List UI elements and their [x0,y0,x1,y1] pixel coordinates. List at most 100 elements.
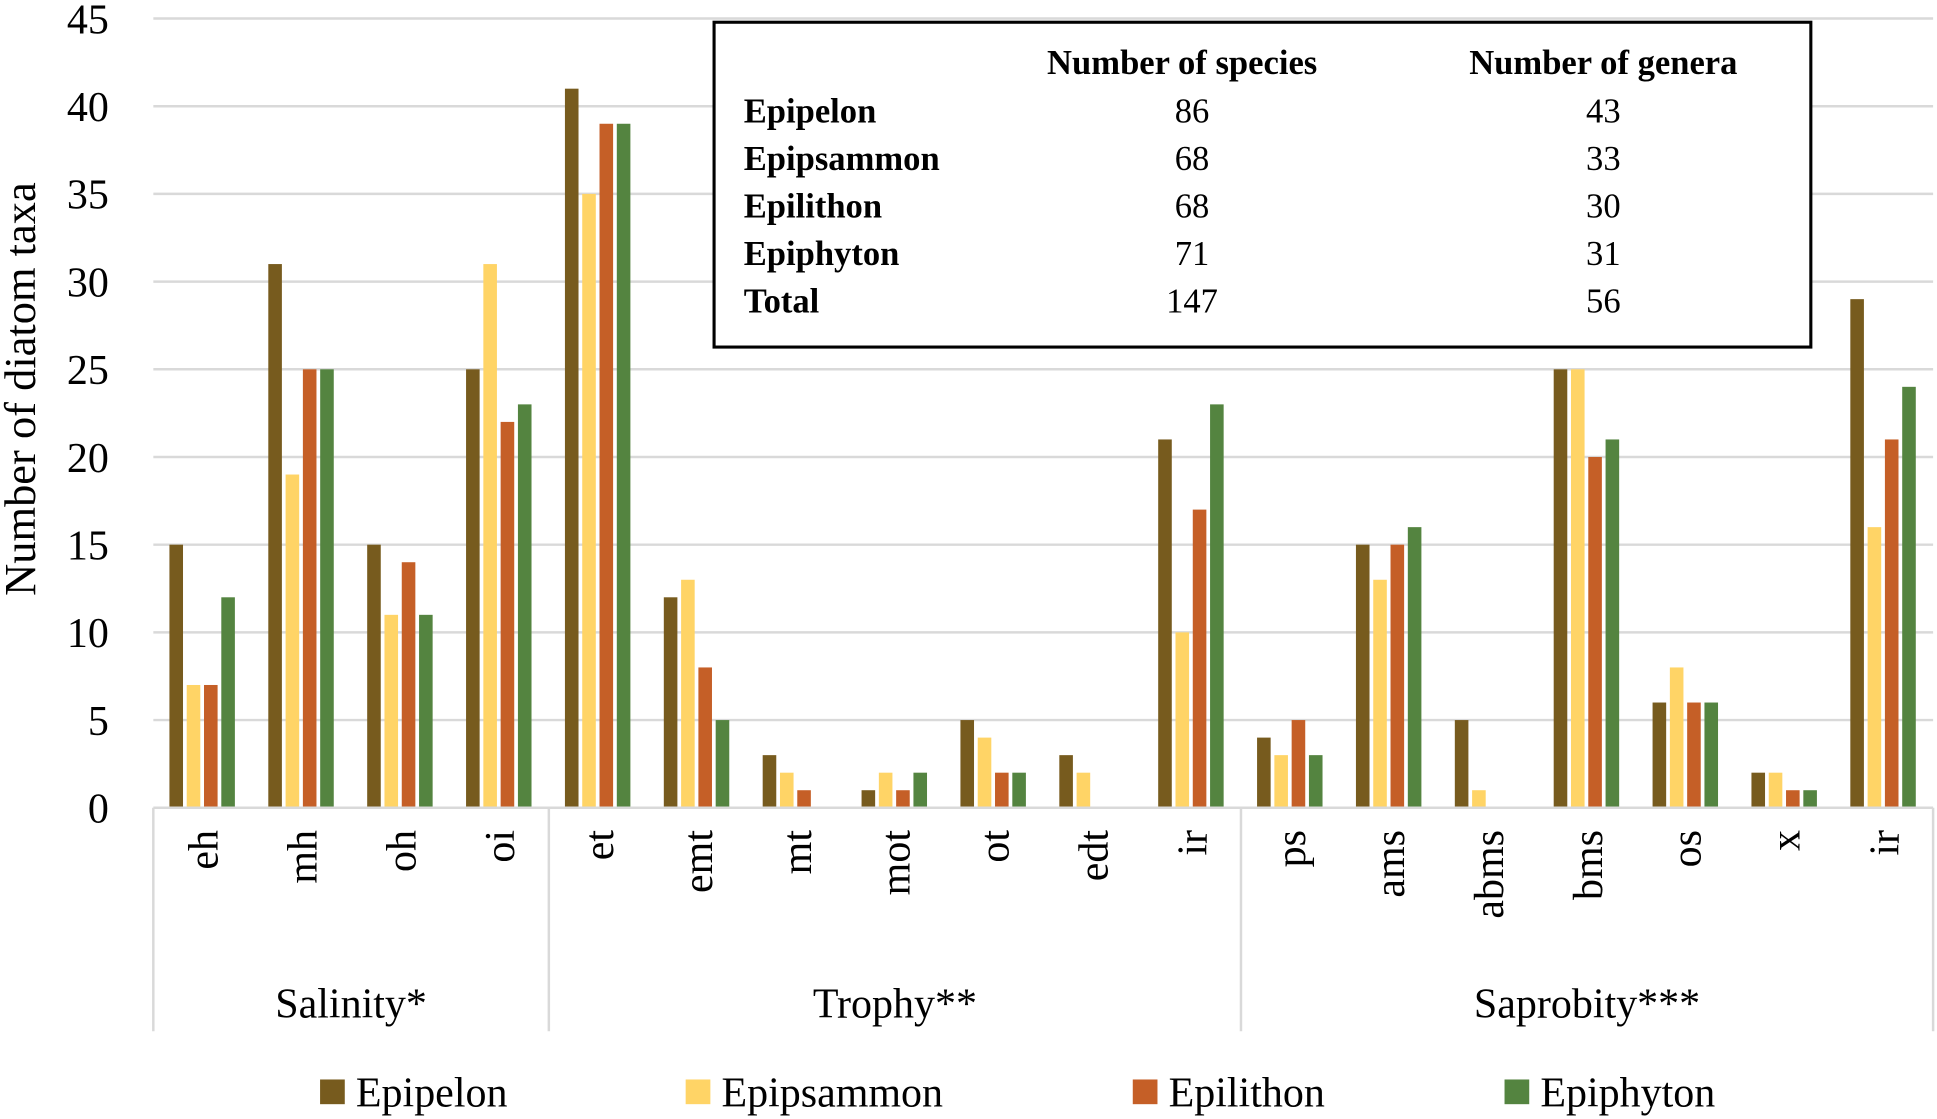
x-tick-label: ir [1170,830,1216,856]
legend: Epipelon Epipsammon Epilithon Epiphyton [320,1071,1715,1117]
y-tick-label: 0 [88,787,109,833]
table-row-label: Epiphyton [744,235,900,273]
x-tick-label: mh [280,830,326,884]
bar-epipelon-et [564,88,579,808]
bar-epiphyton-x [1803,790,1817,808]
bar-epipsammon-mt [779,772,794,808]
x-tick-label: mot [874,830,920,896]
legend-swatch-epipsammon [685,1079,711,1105]
bar-epipsammon-bms [1570,369,1585,808]
bar-epilithon-x [1786,790,1800,808]
bar-epipelon-mt [762,755,777,808]
table-cell-species: 68 [1175,140,1210,178]
x-tick-label: ir [1862,830,1908,856]
y-tick-label: 20 [67,436,109,482]
bar-epilithon-bms [1588,456,1602,808]
x-tick-label: edt [1071,830,1117,882]
bar-epiphyton-emt [715,720,730,808]
table-row-label: Total [744,282,820,320]
bar-epipelon-oh [367,544,381,808]
y-tick-label: 25 [67,348,109,394]
bar-epilithon-ps [1291,720,1306,808]
table-cell-species: 71 [1175,235,1210,273]
x-tick-label: et [577,830,623,861]
table-cell-species: 86 [1175,92,1210,130]
bar-epilithon-mh [302,369,317,808]
table-row-label: Epilithon [744,187,882,225]
bar-epipsammon-os [1669,667,1684,808]
bar-epipelon-eh [169,544,184,808]
bar-epipelon-x [1751,772,1766,808]
bar-epipsammon-eh [186,684,201,808]
table-cell-species: 68 [1175,187,1210,225]
y-axis-ticks: 0 5 10 15 20 25 30 35 40 45 [67,0,109,833]
bar-epipsammon-ot [977,737,992,808]
bar-epiphyton-et [616,123,631,808]
bar-epipelon-ir [1158,439,1172,808]
bar-epipsammon-ps [1274,755,1288,808]
bar-epiphyton-ams [1407,527,1422,808]
table-cell-genera: 31 [1586,235,1621,273]
bar-epilithon-mt [797,790,811,808]
bar-epilithon-os [1687,702,1701,808]
table-header: Number of genera [1469,44,1737,82]
bar-epiphyton-bms [1605,439,1620,808]
y-tick-label: 10 [67,611,109,657]
bar-epiphyton-ir [1902,386,1916,808]
x-tick-label: bms [1566,830,1612,900]
bar-epilithon-oi [500,421,515,808]
x-tick-label: ot [973,830,1019,863]
table-cell-genera: 56 [1586,282,1621,320]
x-tick-label: emt [676,830,722,893]
bar-epiphyton-os [1704,702,1719,808]
table-row-label: Epipelon [744,92,877,130]
table-cell-species: 147 [1166,282,1218,320]
table-cell-genera: 33 [1586,140,1621,178]
bar-epilithon-ir [1192,509,1207,808]
bar-epipelon-emt [663,597,678,808]
table-cell-genera: 30 [1586,187,1621,225]
x-tick-label: mt [775,830,821,875]
x-tick-label: ams [1368,830,1414,898]
group-label: Salinity* [275,982,427,1028]
x-tick-label: oi [478,830,524,863]
bar-epilithon-ams [1390,544,1405,808]
y-tick-label: 5 [88,699,109,745]
x-tick-label: eh [182,830,228,870]
bar-epipelon-ams [1355,544,1370,808]
bar-epipelon-bms [1553,369,1568,808]
legend-label: Epiphyton [1540,1071,1715,1117]
bar-epipelon-os [1652,702,1667,808]
bar-epilithon-eh [204,684,218,808]
bar-epilithon-oh [401,562,416,808]
table-row-label: Epipsammon [744,140,940,178]
x-axis: eh mh oh oi et emt mt mot ot edt ir ps ams abms bms os x… [152,806,1935,1032]
x-tick-label: ps [1269,830,1315,867]
x-tick-label: x [1764,830,1810,851]
y-axis-label: Number of diatom taxa [0,182,45,596]
bar-epipsammon-et [582,193,596,808]
bar-epipsammon-mot [878,772,893,808]
bar-epipsammon-ir [1867,527,1882,808]
bar-epipelon-ot [960,720,975,808]
legend-swatch-epiphyton [1504,1079,1530,1105]
group-label: Trophy** [813,982,977,1028]
y-tick-label: 40 [67,85,109,131]
x-tick-label: abms [1467,830,1513,919]
bar-epilithon-ir [1884,439,1899,808]
table-cell-genera: 43 [1586,92,1621,130]
bar-epilithon-emt [698,667,712,808]
bar-epilithon-et [599,123,614,808]
y-tick-label: 30 [67,260,109,306]
bar-epipsammon-edt [1076,772,1091,808]
bar-epipelon-mot [861,790,876,808]
bar-epipelon-edt [1059,755,1073,808]
y-tick-label: 45 [67,0,109,43]
inset-table: Number of species Number of genera Epipelo… [712,20,1813,349]
legend-swatch-epilithon [1132,1079,1158,1105]
bar-epipsammon-oh [384,614,399,808]
x-tick-label: oh [379,830,425,872]
bar-epiphyton-ot [1012,772,1026,808]
bar-epipsammon-x [1768,772,1783,808]
